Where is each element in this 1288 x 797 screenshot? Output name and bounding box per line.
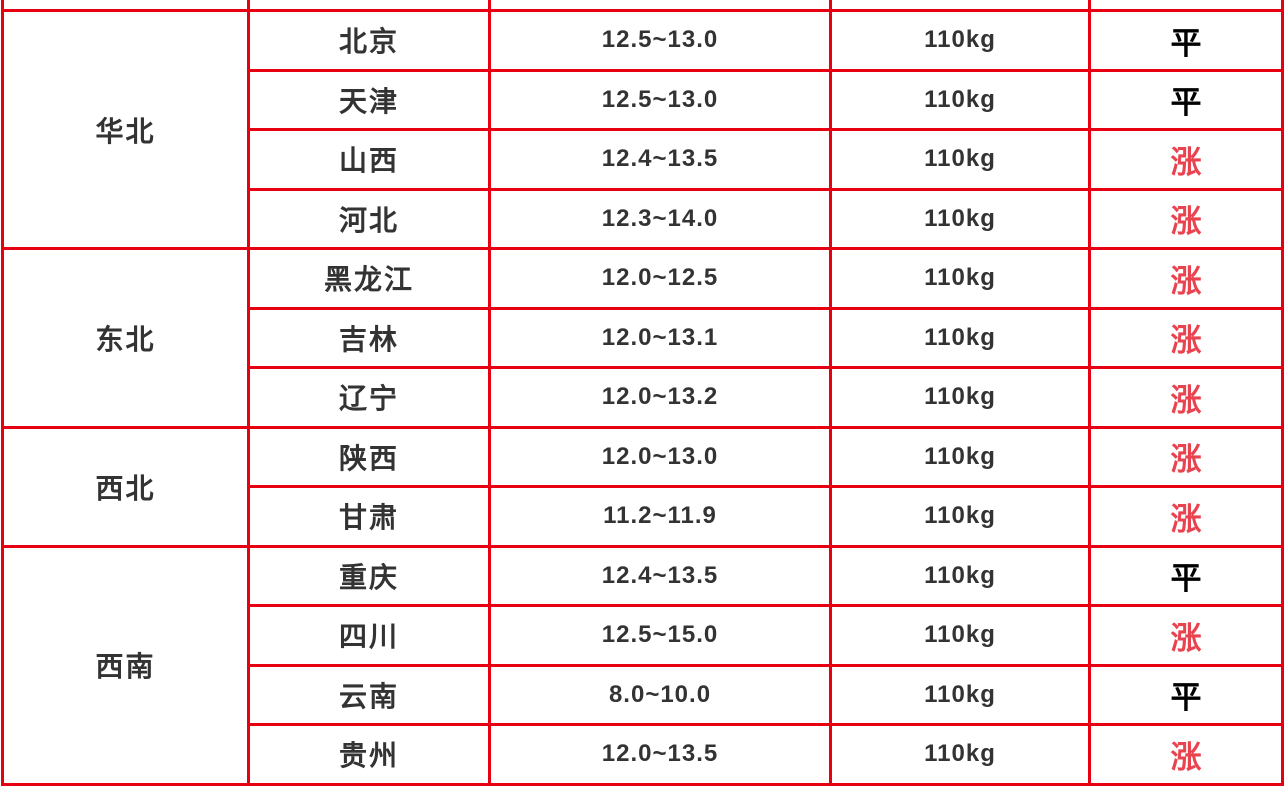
weight-cell: 110kg (829, 425, 1091, 488)
price-cell: 8.0~10.0 (488, 663, 832, 726)
trend-cell: 涨 (1088, 485, 1284, 548)
table-row: 云南 8.0~10.0 110kg 平 (3, 663, 1284, 726)
province-cell: 云南 (247, 663, 491, 726)
table-row: 河北 12.3~14.0 110kg 涨 (3, 187, 1284, 250)
province-cell: 吉林 (247, 306, 491, 369)
table-row: 四川 12.5~15.0 110kg 涨 (3, 604, 1284, 667)
trend-cell: 涨 (1088, 187, 1284, 250)
province-cell: 黑龙江 (247, 247, 491, 310)
province-cell: 北京 (247, 9, 491, 72)
weight-cell: 110kg (829, 68, 1091, 131)
weight-cell: 110kg (829, 366, 1091, 429)
trend-cell: 涨 (1088, 247, 1284, 310)
trend-cell: 涨 (1088, 366, 1284, 429)
trend-value: 涨 (1170, 382, 1202, 418)
trend-value: 涨 (1170, 144, 1202, 180)
price-cell: 12.0~12.5 (488, 247, 832, 310)
trend-value: 平 (1170, 85, 1202, 121)
region-cell: 华北 (1, 9, 250, 250)
cut-row (1, 0, 1284, 12)
trend-value: 涨 (1170, 739, 1202, 775)
province-cell: 贵州 (247, 723, 491, 786)
trend-cell: 平 (1088, 663, 1284, 726)
trend-value: 涨 (1170, 323, 1202, 359)
table-row: 甘肃 11.2~11.9 110kg 涨 (3, 485, 1284, 548)
trend-cell: 平 (1088, 9, 1284, 72)
weight-cell: 110kg (829, 663, 1091, 726)
region-cell: 东北 (1, 247, 250, 429)
weight-cell: 110kg (829, 247, 1091, 310)
province-cell: 陕西 (247, 425, 491, 488)
price-cell: 12.0~13.5 (488, 723, 832, 786)
province-cell: 辽宁 (247, 366, 491, 429)
price-cell: 12.4~13.5 (488, 544, 832, 607)
trend-cell: 平 (1088, 544, 1284, 607)
trend-value: 平 (1170, 25, 1202, 61)
weight-cell: 110kg (829, 306, 1091, 369)
cut-cell (1088, 0, 1284, 12)
price-cell: 12.5~15.0 (488, 604, 832, 667)
trend-cell: 涨 (1088, 306, 1284, 369)
price-cell: 12.0~13.0 (488, 425, 832, 488)
trend-cell: 涨 (1088, 604, 1284, 667)
price-cell: 12.4~13.5 (488, 128, 832, 191)
trend-cell: 涨 (1088, 128, 1284, 191)
trend-value: 涨 (1170, 620, 1202, 656)
province-cell: 山西 (247, 128, 491, 191)
trend-value: 涨 (1170, 263, 1202, 299)
trend-cell: 涨 (1088, 425, 1284, 488)
region-cell: 西北 (1, 425, 250, 548)
cut-cell (1, 0, 250, 12)
province-cell: 甘肃 (247, 485, 491, 548)
trend-cell: 平 (1088, 68, 1284, 131)
trend-value: 涨 (1170, 204, 1202, 240)
table-row: 吉林 12.0~13.1 110kg 涨 (3, 306, 1284, 369)
cut-cell (488, 0, 832, 12)
trend-value: 平 (1170, 561, 1202, 597)
trend-value: 涨 (1170, 442, 1202, 478)
weight-cell: 110kg (829, 187, 1091, 250)
table-row: 西南 重庆 12.4~13.5 110kg 平 (1, 544, 1284, 786)
price-cell: 12.0~13.2 (488, 366, 832, 429)
price-cell: 11.2~11.9 (488, 485, 832, 548)
trend-value: 平 (1170, 680, 1202, 716)
province-cell: 重庆 (247, 544, 491, 607)
table-row: 东北 黑龙江 12.0~12.5 110kg 涨 (1, 247, 1284, 429)
weight-cell: 110kg (829, 604, 1091, 667)
weight-cell: 110kg (829, 485, 1091, 548)
weight-cell: 110kg (829, 9, 1091, 72)
trend-cell: 涨 (1088, 723, 1284, 786)
cut-cell (829, 0, 1091, 12)
province-cell: 河北 (247, 187, 491, 250)
weight-cell: 110kg (829, 723, 1091, 786)
weight-cell: 110kg (829, 128, 1091, 191)
price-cell: 12.0~13.1 (488, 306, 832, 369)
table-row: 山西 12.4~13.5 110kg 涨 (3, 128, 1284, 191)
province-cell: 四川 (247, 604, 491, 667)
price-cell: 12.5~13.0 (488, 68, 832, 131)
price-cell: 12.5~13.0 (488, 9, 832, 72)
trend-value: 涨 (1170, 501, 1202, 537)
region-cell: 西南 (1, 544, 250, 786)
weight-cell: 110kg (829, 544, 1091, 607)
table-row: 华北 北京 12.5~13.0 110kg 平 (1, 9, 1284, 250)
table-row: 辽宁 12.0~13.2 110kg 涨 (3, 366, 1284, 429)
table-row: 贵州 12.0~13.5 110kg 涨 (3, 723, 1284, 786)
table-row: 天津 12.5~13.0 110kg 平 (3, 68, 1284, 131)
table-row: 西北 陕西 12.0~13.0 110kg 涨 (1, 425, 1284, 548)
cut-cell (247, 0, 491, 12)
price-cell: 12.3~14.0 (488, 187, 832, 250)
province-cell: 天津 (247, 68, 491, 131)
